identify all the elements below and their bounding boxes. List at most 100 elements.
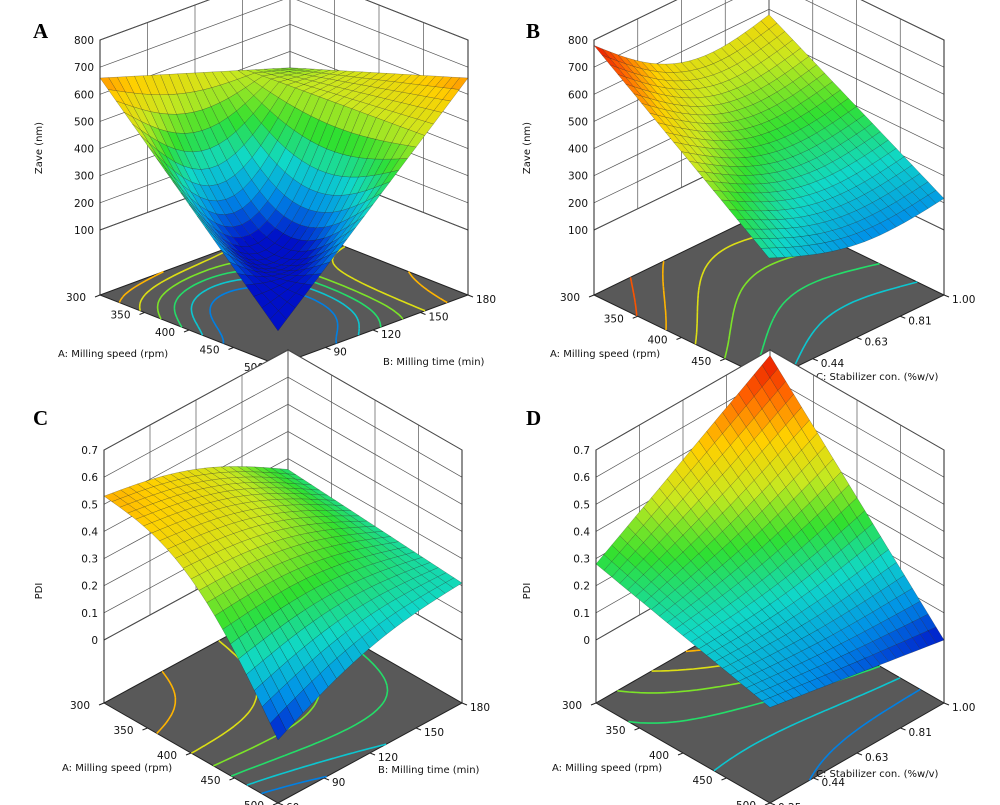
y-axis-label: B: Milling time (min) (383, 357, 485, 368)
z-tick-label: 0.7 (573, 445, 590, 457)
surface-cell (450, 77, 469, 90)
y-tick-label: 1.00 (952, 294, 975, 306)
x-tick-mark (94, 294, 101, 298)
y-tick-mark (900, 727, 906, 731)
y-tick-label: 180 (470, 702, 490, 714)
response-surface (595, 355, 945, 708)
x-axis-label: A: Milling speed (rpm) (62, 763, 172, 774)
x-tick-mark (98, 702, 105, 706)
y-axis-label: C: Stabilizer con. (%w/v) (816, 769, 938, 780)
z-tick-label: 600 (74, 89, 94, 101)
y-tick-mark (813, 777, 819, 781)
x-tick-label: 450 (692, 775, 712, 787)
x-axis-label: A: Milling speed (rpm) (550, 349, 660, 360)
y-tick-label: 1.00 (952, 702, 975, 714)
y-tick-label: 120 (381, 329, 401, 341)
y-tick-label: 0.81 (908, 315, 931, 327)
z-tick-label: 300 (568, 171, 588, 183)
y-tick-label: 0.44 (821, 358, 845, 370)
z-gridline (99, 0, 469, 41)
x-tick-label: 500 (244, 800, 264, 805)
z-tick-label: 700 (74, 62, 94, 74)
y-tick-mark (325, 347, 331, 350)
y-tick-label: 90 (334, 347, 347, 359)
contour-line (792, 281, 918, 369)
panel-d: D 0 0.1 0.2 0.3 0.4 0.5 0.6 0.7 300 350 400 450 500 0.… (522, 349, 975, 805)
z-tick-label: 0.4 (573, 526, 590, 538)
x-tick-mark (634, 727, 640, 731)
contour-line (118, 270, 448, 304)
y-tick-mark (467, 294, 474, 298)
y-tick-mark (943, 294, 950, 298)
contour-line (753, 262, 880, 374)
response-surface (103, 466, 463, 741)
y-tick-label: 0.63 (865, 337, 888, 349)
panel-label: D (526, 406, 541, 430)
z-gridline (99, 0, 469, 68)
x-axis-label: A: Milling speed (rpm) (58, 349, 168, 360)
z-tick-label: 0.5 (81, 499, 98, 511)
z-axis-label: Zave (nm) (522, 122, 533, 174)
z-tick-label: 0.1 (573, 608, 590, 620)
z-tick-label: 0.2 (81, 581, 98, 593)
y-tick-label: 120 (378, 752, 398, 764)
surface-cell (927, 626, 945, 644)
z-tick-label: 0.1 (81, 608, 98, 620)
response-surface (593, 14, 945, 259)
x-tick-mark (229, 777, 235, 781)
z-tick-label: 200 (568, 198, 588, 210)
z-tick-label: 700 (568, 62, 588, 74)
y-tick-label: 90 (332, 777, 345, 789)
contour-line (713, 677, 901, 772)
z-tick-label: 500 (74, 116, 94, 128)
z-tick-label: 800 (568, 35, 588, 47)
contour-line (156, 670, 177, 734)
y-tick-mark (900, 315, 906, 319)
y-axis-label: B: Milling time (min) (378, 765, 480, 776)
z-tick-label: 600 (568, 89, 588, 101)
y-tick-mark (856, 337, 862, 340)
x-tick-mark (139, 312, 145, 315)
z-tick-label: 0.7 (81, 445, 98, 457)
x-tick-mark (588, 294, 595, 298)
y-tick-label: 150 (424, 727, 444, 739)
z-tick-label: 0.5 (573, 499, 590, 511)
x-tick-mark (721, 777, 727, 781)
x-tick-mark (142, 727, 148, 731)
y-tick-mark (369, 752, 376, 756)
x-tick-label: 300 (70, 700, 90, 712)
z-tick-label: 200 (74, 198, 94, 210)
y-tick-mark (812, 358, 818, 362)
panel-label: A (33, 19, 49, 43)
z-axis-label: PDI (34, 583, 45, 600)
z-tick-label: 0.4 (81, 526, 98, 538)
y-tick-mark (323, 777, 330, 781)
z-tick-label: 0 (91, 635, 98, 647)
panel-a: A100200300400500600700800300350400450500… (33, 0, 496, 376)
z-tick-label: 0.6 (81, 472, 98, 484)
z-tick-label: 0 (583, 635, 590, 647)
z-tick-label: 300 (74, 171, 94, 183)
z-axis-label: PDI (522, 583, 533, 600)
y-tick-label: 0.63 (865, 752, 888, 764)
z-tick-label: 0.3 (81, 554, 98, 566)
z-tick-label: 400 (568, 144, 588, 156)
x-tick-label: 350 (604, 313, 624, 325)
x-tick-label: 500 (736, 800, 756, 805)
x-tick-label: 400 (157, 750, 177, 762)
x-tick-label: 450 (691, 356, 711, 368)
y-tick-label: 180 (476, 294, 496, 306)
y-tick-label: 150 (429, 312, 449, 324)
contour-line (662, 261, 667, 331)
x-tick-label: 400 (649, 750, 669, 762)
z-tick-label: 100 (568, 225, 588, 237)
x-tick-label: 450 (200, 775, 220, 787)
panel-label: B (526, 19, 540, 43)
z-gridline (593, 0, 945, 68)
response-surface (99, 67, 469, 332)
y-tick-mark (415, 727, 422, 731)
contour-line (808, 688, 921, 781)
y-tick-mark (372, 329, 379, 333)
z-tick-label: 500 (568, 116, 588, 128)
